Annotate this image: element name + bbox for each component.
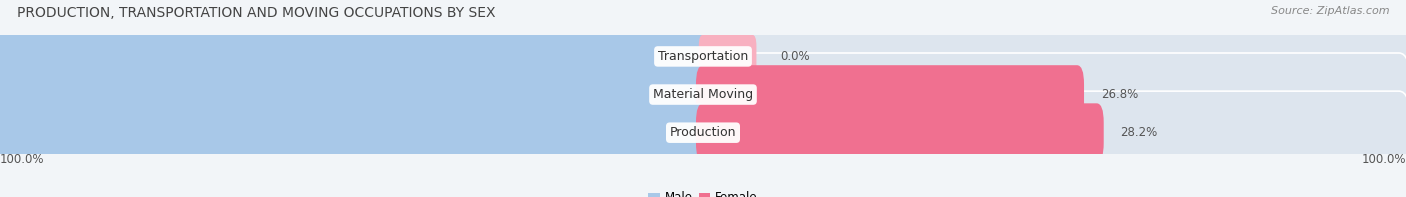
- FancyBboxPatch shape: [0, 65, 710, 124]
- Text: PRODUCTION, TRANSPORTATION AND MOVING OCCUPATIONS BY SEX: PRODUCTION, TRANSPORTATION AND MOVING OC…: [17, 6, 495, 20]
- FancyBboxPatch shape: [696, 65, 1084, 124]
- Text: 26.8%: 26.8%: [1101, 88, 1137, 101]
- FancyBboxPatch shape: [0, 103, 710, 162]
- FancyBboxPatch shape: [699, 35, 756, 78]
- Text: 28.2%: 28.2%: [1121, 126, 1157, 139]
- FancyBboxPatch shape: [0, 91, 1406, 174]
- Text: Material Moving: Material Moving: [652, 88, 754, 101]
- Text: Transportation: Transportation: [658, 50, 748, 63]
- FancyBboxPatch shape: [696, 103, 1104, 162]
- Text: 0.0%: 0.0%: [780, 50, 810, 63]
- FancyBboxPatch shape: [0, 53, 1406, 136]
- Text: Production: Production: [669, 126, 737, 139]
- Text: 100.0%: 100.0%: [0, 152, 45, 165]
- Text: Source: ZipAtlas.com: Source: ZipAtlas.com: [1271, 6, 1389, 16]
- FancyBboxPatch shape: [0, 15, 1406, 98]
- Legend: Male, Female: Male, Female: [644, 187, 762, 197]
- FancyBboxPatch shape: [0, 27, 710, 86]
- Text: 100.0%: 100.0%: [1361, 152, 1406, 165]
